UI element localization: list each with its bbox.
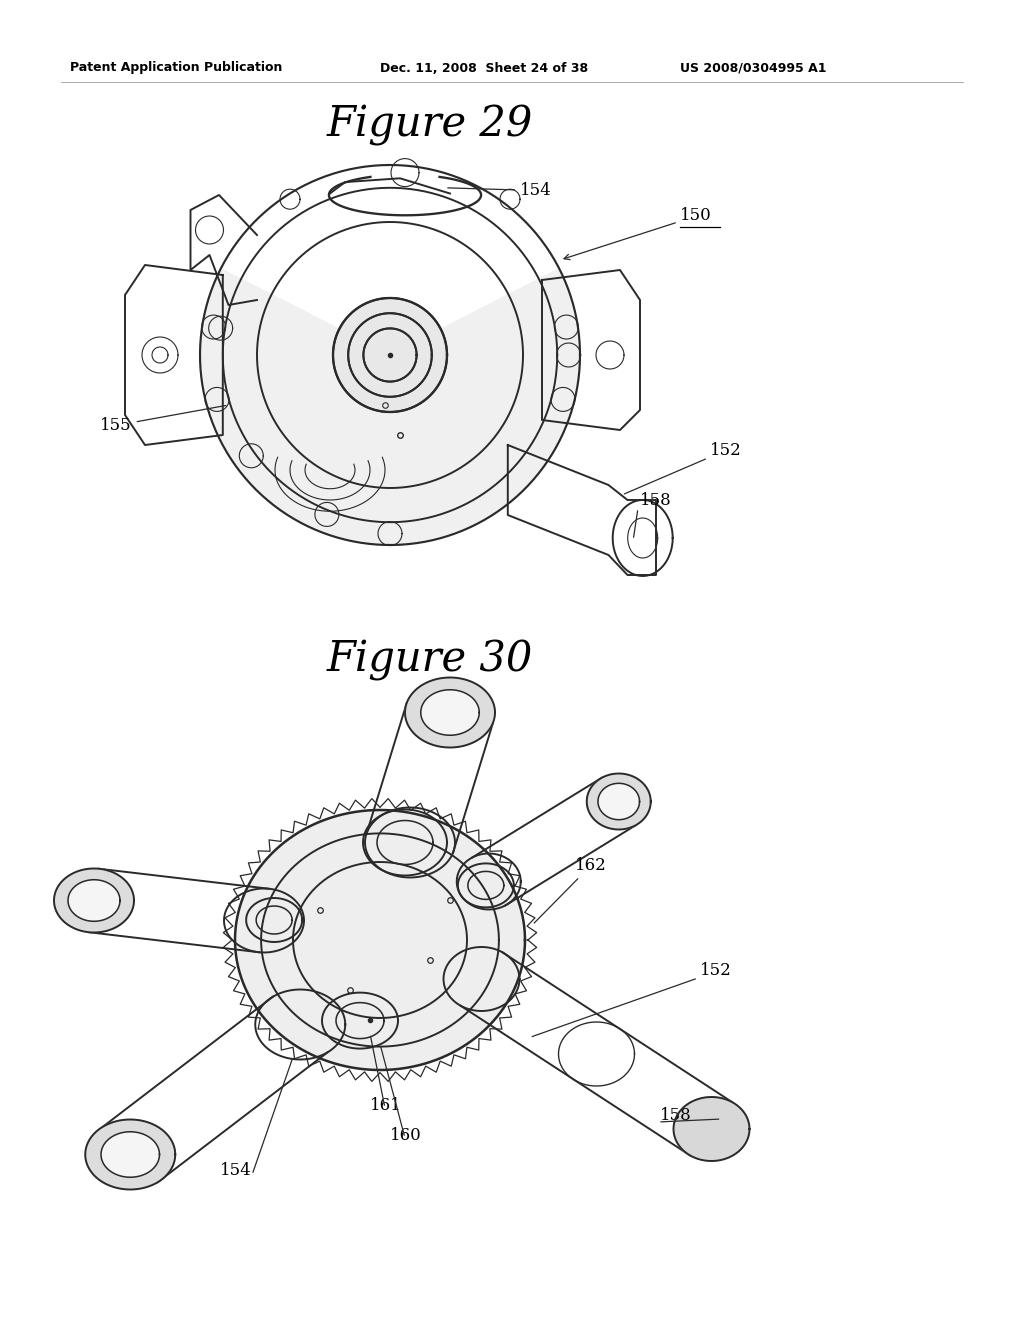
Text: 154: 154 — [220, 1162, 252, 1179]
Text: 158: 158 — [660, 1107, 692, 1125]
Polygon shape — [587, 774, 650, 829]
Text: Dec. 11, 2008  Sheet 24 of 38: Dec. 11, 2008 Sheet 24 of 38 — [380, 62, 588, 74]
Polygon shape — [333, 298, 447, 412]
Text: 154: 154 — [447, 182, 552, 199]
Polygon shape — [406, 677, 495, 747]
Text: 155: 155 — [100, 405, 225, 434]
Text: 160: 160 — [390, 1127, 422, 1144]
Polygon shape — [674, 1097, 750, 1162]
Polygon shape — [85, 1119, 175, 1189]
Polygon shape — [421, 690, 479, 735]
Polygon shape — [234, 810, 525, 1071]
Text: 162: 162 — [535, 857, 607, 923]
Text: US 2008/0304995 A1: US 2008/0304995 A1 — [680, 62, 826, 74]
Text: 161: 161 — [370, 1097, 401, 1114]
Polygon shape — [101, 1131, 160, 1177]
Text: 152: 152 — [700, 962, 732, 979]
Text: Figure 30: Figure 30 — [327, 639, 534, 681]
Text: 158: 158 — [640, 492, 672, 510]
Text: Figure 29: Figure 29 — [327, 104, 534, 147]
Text: 152: 152 — [710, 442, 741, 459]
Polygon shape — [68, 879, 120, 921]
Polygon shape — [54, 869, 134, 932]
Polygon shape — [598, 783, 640, 820]
Text: Patent Application Publication: Patent Application Publication — [70, 62, 283, 74]
Text: 150: 150 — [680, 207, 712, 224]
Polygon shape — [200, 269, 580, 545]
